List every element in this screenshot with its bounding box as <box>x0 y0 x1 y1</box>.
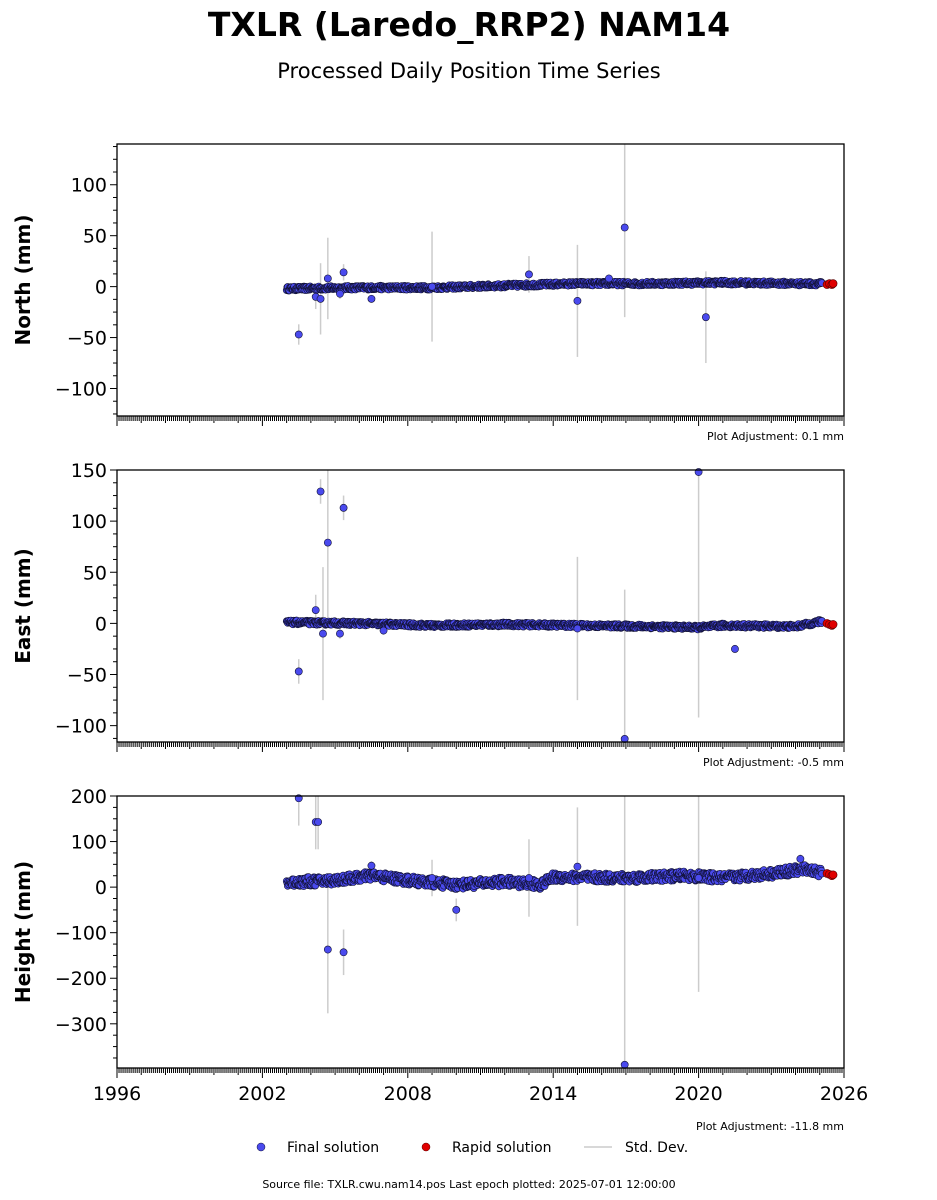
final-solution-outlier <box>525 874 533 882</box>
panel-height: 1996 2002 2008 2014 2020 2026 −300 −200 −100 0 10… <box>11 786 868 1133</box>
final-solution-outlier <box>314 818 323 826</box>
final-solution-outlier <box>620 223 629 232</box>
y-tick-label: 0 <box>95 613 107 635</box>
x-tick-label: 1996 <box>93 1083 141 1105</box>
plot-frame <box>116 795 845 1069</box>
y-tick-label: −100 <box>55 923 107 945</box>
y-tick-label: 50 <box>83 562 107 584</box>
final-solution-outlier <box>294 667 303 676</box>
x-tick-label: 2026 <box>820 1083 868 1105</box>
final-solution-outlier <box>731 645 739 653</box>
std-layer <box>298 796 802 1068</box>
rapid-solution-point <box>828 279 838 288</box>
legend-rapid-marker <box>421 1142 431 1152</box>
final-solution-outlier <box>323 538 332 547</box>
y-tick-label: −50 <box>67 665 107 687</box>
final-solution-outlier <box>573 296 582 305</box>
final-solution-outlier <box>339 503 348 512</box>
rapid-layer <box>822 279 838 289</box>
final-solution-outlier <box>701 313 710 322</box>
y-tick-label: −100 <box>55 716 107 738</box>
y-tick-label: −100 <box>55 378 107 400</box>
final-solution-outlier <box>311 606 320 614</box>
y-tick-label: −200 <box>55 968 107 990</box>
rapid-layer <box>822 619 838 630</box>
rapid-solution-point <box>828 620 838 629</box>
chart-subtitle: Processed Daily Position Time Series <box>277 59 661 83</box>
final-solution-outlier <box>316 294 325 303</box>
plot-adjustment: Plot Adjustment: -0.5 mm <box>703 756 844 769</box>
final-solution-outlier <box>339 268 348 277</box>
legend-rapid-label: Rapid solution <box>452 1140 552 1156</box>
final-solution-outlier <box>694 874 703 882</box>
plot-adjustment: Plot Adjustment: 0.1 mm <box>707 430 844 443</box>
panel-north: −100 −50 0 50 100 North (mm) Plot Adjustment… <box>11 143 845 443</box>
y-axis-label: North (mm) <box>11 214 35 345</box>
panel-east: −100 −50 0 50 100 150 East (mm) Plot Adjustme… <box>11 460 845 769</box>
x-tick-label: 2020 <box>674 1083 722 1105</box>
y-axis-label: Height (mm) <box>11 861 35 1003</box>
final-solution-outlier <box>294 330 303 339</box>
y-tick-label: 100 <box>71 511 107 533</box>
std-layer <box>298 144 707 364</box>
y-tick-label: 0 <box>95 277 107 299</box>
x-tick-label: 2002 <box>238 1083 286 1105</box>
y-tick-label: 200 <box>71 786 107 808</box>
final-solution-outlier <box>336 289 344 298</box>
final-solution-outlier <box>525 270 533 279</box>
rapid-layer <box>822 869 838 881</box>
final-solution-outlier <box>796 854 805 863</box>
y-ticks: −100 −50 0 50 100 <box>55 146 117 415</box>
y-tick-label: −50 <box>67 328 107 350</box>
final-solution-outlier <box>573 624 582 633</box>
legend-final-marker <box>256 1142 266 1152</box>
final-solution-outlier <box>428 874 436 882</box>
final-solution-outlier <box>428 282 436 291</box>
final-solution-outlier <box>605 274 613 283</box>
final-solution-outlier <box>339 948 348 957</box>
legend-final-label: Final solution <box>287 1140 379 1156</box>
points-layer <box>282 468 826 743</box>
legend-std-label: Std. Dev. <box>625 1140 688 1156</box>
final-solution-outlier <box>323 945 332 954</box>
rapid-solution-point <box>828 870 838 880</box>
y-axis-label: East (mm) <box>11 548 35 664</box>
points-layer <box>282 223 826 339</box>
source-info: Source file: TXLR.cwu.nam14.pos Last epo… <box>262 1178 675 1191</box>
final-solution-outlier <box>367 861 376 870</box>
final-solution-outlier <box>323 274 332 283</box>
x-ticks: 1996 2002 2008 2014 2020 2026 <box>93 1068 868 1105</box>
legend: Final solution Rapid solution Std. Dev. <box>256 1140 688 1156</box>
final-solution-outlier <box>319 629 327 638</box>
plot-adjustment: Plot Adjustment: -11.8 mm <box>696 1120 844 1133</box>
final-solution-outlier <box>367 294 376 303</box>
y-ticks: −300 −200 −100 0 100 200 <box>55 786 117 1059</box>
x-ticks <box>116 742 845 752</box>
y-tick-label: 100 <box>71 175 107 197</box>
plot-frame <box>116 469 845 743</box>
final-solution-outlier <box>620 1060 629 1069</box>
final-solution-outlier <box>452 906 461 914</box>
y-tick-label: 0 <box>95 877 107 899</box>
y-tick-label: 50 <box>83 226 107 248</box>
x-ticks <box>116 416 845 426</box>
final-solution-outlier <box>336 629 344 638</box>
y-tick-label: 100 <box>71 832 107 854</box>
x-tick-label: 2014 <box>529 1083 577 1105</box>
points-layer <box>282 794 826 1069</box>
y-ticks: −100 −50 0 50 100 150 <box>55 460 117 739</box>
final-solution-outlier <box>573 862 582 871</box>
y-tick-label: 150 <box>71 460 107 482</box>
chart-title: TXLR (Laredo_RRP2) NAM14 <box>208 5 730 44</box>
y-tick-label: −300 <box>55 1014 107 1036</box>
x-tick-label: 2008 <box>384 1083 432 1105</box>
final-solution-outlier <box>316 487 325 496</box>
final-solution-outlier <box>379 626 388 635</box>
std-layer <box>298 470 736 742</box>
